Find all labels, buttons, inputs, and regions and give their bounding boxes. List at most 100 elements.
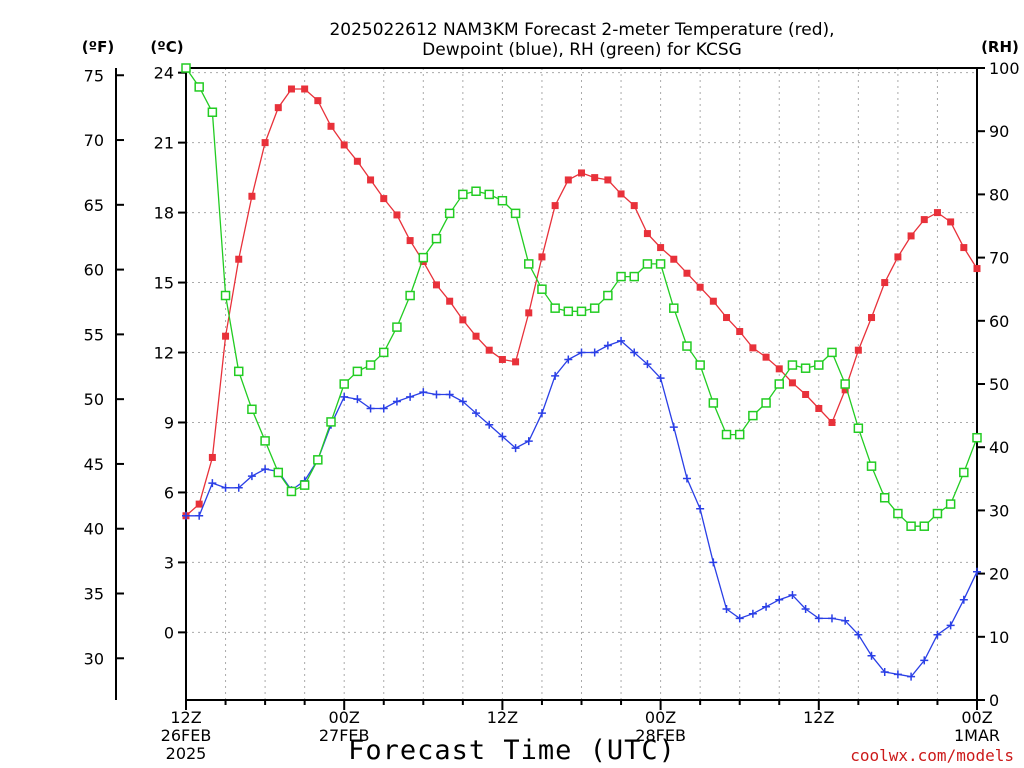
- temperature-point: [709, 297, 717, 305]
- rh-point: [814, 360, 824, 370]
- rh-point: [181, 63, 191, 73]
- dewpoint-point: [485, 420, 494, 429]
- rh-tick-label: 40: [989, 438, 1009, 457]
- dewpoint-point: [577, 348, 586, 357]
- dewpoint-point: [748, 609, 757, 618]
- rh-point: [339, 379, 349, 389]
- rh-point: [695, 360, 705, 370]
- title-line-1: 2025022612 NAM3KM Forecast 2-meter Tempe…: [329, 20, 834, 40]
- fahrenheit-tick-label: 40: [84, 520, 104, 539]
- fahrenheit-tick-label: 70: [84, 131, 104, 150]
- rh-tick-label: 50: [989, 375, 1009, 394]
- rh-point: [563, 306, 574, 317]
- temperature-point: [301, 85, 309, 93]
- chart-title: 2025022612 NAM3KM Forecast 2-meter Tempe…: [329, 20, 834, 60]
- rh-point: [787, 360, 798, 370]
- fahrenheit-tick-label: 35: [84, 585, 104, 604]
- celsius-tick-label: 24: [154, 64, 174, 83]
- axes: [115, 67, 985, 710]
- rh-point: [497, 195, 508, 206]
- dewpoint-point: [893, 670, 902, 679]
- temperature-point: [287, 85, 295, 93]
- dewpoint-point: [907, 672, 916, 681]
- rh-tick-label: 20: [989, 565, 1009, 584]
- temperature-point: [564, 176, 572, 184]
- dewpoint-point: [392, 397, 401, 406]
- temperature-point: [617, 190, 625, 198]
- dewpoint-point: [472, 409, 481, 418]
- fahrenheit-tick-label: 60: [84, 261, 104, 280]
- dewpoint-point: [511, 444, 520, 453]
- rh-point: [603, 290, 613, 301]
- rh-tick-label: 10: [989, 628, 1009, 647]
- rh-point: [853, 423, 864, 433]
- rh-point: [906, 521, 916, 531]
- rh-point: [405, 290, 415, 301]
- temperature-point: [973, 265, 981, 273]
- x-tick-label: 12Z: [487, 708, 518, 727]
- fahrenheit-tick-label: 30: [84, 649, 104, 668]
- rh-point: [326, 417, 336, 427]
- fahrenheit-tick-label: 75: [84, 66, 104, 85]
- temperature-point: [591, 174, 599, 182]
- dewpoint-point: [458, 397, 467, 406]
- dewpoint-point: [195, 511, 204, 520]
- celsius-tick-label: 21: [154, 134, 174, 153]
- rh-point: [313, 455, 323, 465]
- rh-tick-label: 30: [989, 501, 1009, 520]
- temperature-point: [630, 202, 638, 210]
- rh-point: [444, 208, 455, 219]
- dewpoint-point: [788, 591, 797, 600]
- temperature-point: [802, 390, 810, 398]
- temperature-point: [894, 253, 902, 261]
- temperature-point: [459, 316, 467, 324]
- dewpoint-point: [841, 616, 850, 625]
- x-axis-label: Forecast Time (UTC): [348, 735, 676, 766]
- temperature-point: [933, 209, 941, 217]
- temperature-point: [432, 281, 440, 289]
- rh-point: [669, 303, 679, 313]
- temperature-point: [907, 232, 915, 240]
- celsius-tick-label: 9: [164, 413, 174, 432]
- dewpoint-point: [735, 614, 744, 623]
- celsius-tick-label: 18: [154, 204, 174, 223]
- rh-point: [682, 341, 692, 351]
- rh-point: [708, 398, 719, 408]
- dewpoint-point: [551, 371, 560, 380]
- data-series: [181, 63, 982, 681]
- rh-point: [945, 499, 956, 509]
- rh-tick-label: 0: [989, 691, 999, 710]
- dewpoint-point: [261, 465, 270, 474]
- temperature-point: [551, 202, 559, 210]
- rh-point: [299, 480, 310, 490]
- rh-tick-label: 100: [989, 59, 1020, 78]
- dewpoint-point: [880, 668, 889, 677]
- temperature-point: [868, 314, 876, 322]
- temperature-point: [472, 332, 480, 340]
- grid-lines: [186, 68, 977, 700]
- temperature-point: [340, 141, 348, 149]
- rh-point: [761, 398, 771, 408]
- dewpoint-point: [379, 404, 388, 413]
- rh-point: [247, 404, 257, 415]
- x-tick-label: 2025: [166, 744, 207, 763]
- temperature-point: [208, 453, 216, 461]
- dewpoint-point: [366, 404, 375, 413]
- dewpoint-point: [643, 360, 652, 369]
- dewpoint-point: [630, 348, 639, 357]
- temperature-point: [314, 97, 322, 105]
- temperature-point: [235, 255, 243, 263]
- rh-point: [932, 508, 943, 519]
- credit-text: coolwx.com/models: [850, 746, 1014, 765]
- temperature-point: [788, 379, 796, 387]
- fahrenheit-tick-label: 45: [84, 455, 104, 474]
- rh-point: [748, 410, 758, 421]
- rh-point: [220, 290, 231, 301]
- temperature-point: [485, 346, 493, 354]
- dewpoint-point: [920, 656, 929, 665]
- rh-point: [431, 233, 442, 244]
- temperature-point: [723, 314, 731, 322]
- temperature-point: [367, 176, 375, 184]
- dewpoint-point: [445, 390, 454, 399]
- rh-point: [286, 486, 297, 497]
